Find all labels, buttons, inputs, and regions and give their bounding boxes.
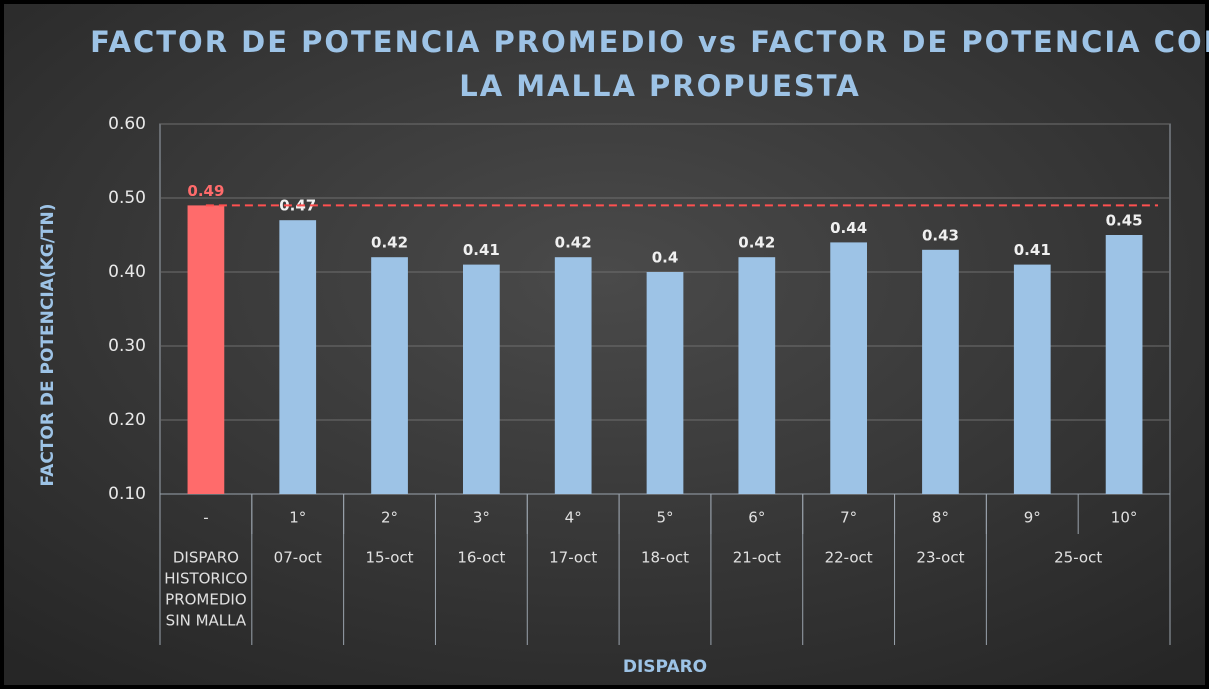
bar	[279, 220, 317, 494]
bar	[371, 257, 408, 494]
x-tick-label: 6°	[748, 509, 765, 527]
bar	[554, 257, 592, 494]
value-label: 0.41	[1014, 241, 1051, 259]
bar	[830, 242, 867, 494]
group-label: DISPARO	[173, 549, 239, 567]
value-label: 0.49	[187, 182, 224, 200]
value-label: 0.42	[371, 234, 408, 252]
bar	[1013, 264, 1051, 494]
x-tick-label: -	[203, 509, 208, 527]
chart-title: FACTOR DE POTENCIA PROMEDIO vs FACTOR DE…	[90, 25, 1209, 59]
y-tick-label: 0.50	[108, 188, 146, 208]
group-label: HISTORICO	[164, 570, 247, 588]
y-axis-title: FACTOR DE POTENCIA(KG/TN)	[38, 204, 58, 487]
bar	[922, 249, 959, 494]
value-label: 0.41	[463, 241, 500, 259]
group-label: PROMEDIO	[165, 591, 246, 609]
group-label: 17-oct	[549, 549, 597, 567]
y-tick-label: 0.20	[108, 410, 146, 430]
x-tick-label: 3°	[473, 509, 490, 527]
x-tick-label: 4°	[565, 509, 582, 527]
value-label: 0.44	[830, 219, 867, 237]
x-tick-label: 9°	[1024, 509, 1041, 527]
bar	[187, 205, 225, 494]
group-label: 18-oct	[641, 549, 689, 567]
bar	[463, 264, 500, 494]
group-label: 21-oct	[733, 549, 781, 567]
value-label: 0.43	[922, 226, 959, 244]
x-tick-label: 7°	[840, 509, 857, 527]
bar	[1105, 235, 1143, 494]
value-label: 0.45	[1106, 212, 1143, 230]
y-tick-label: 0.40	[108, 262, 146, 282]
value-label: 0.42	[555, 234, 592, 252]
group-label: 15-oct	[365, 549, 413, 567]
y-tick-label: 0.30	[108, 336, 146, 356]
x-tick-label: 8°	[932, 509, 949, 527]
group-label: 16-oct	[457, 549, 505, 567]
y-tick-label: 0.60	[108, 114, 146, 134]
group-label: 23-oct	[916, 549, 964, 567]
x-axis-title: DISPARO	[623, 657, 707, 677]
x-tick-label: 2°	[381, 509, 398, 527]
group-label: SIN MALLA	[166, 612, 247, 630]
value-label: 0.42	[738, 234, 775, 252]
y-tick-label: 0.10	[108, 484, 146, 504]
group-label: 07-oct	[274, 549, 322, 567]
value-label: 0.4	[652, 249, 679, 267]
group-label: 22-oct	[825, 549, 873, 567]
group-label: 25-oct	[1054, 549, 1102, 567]
x-tick-label: 5°	[656, 509, 673, 527]
x-tick-label: 1°	[289, 509, 306, 527]
x-tick-label: 10°	[1111, 509, 1138, 527]
bar	[738, 257, 776, 494]
bar	[646, 272, 684, 494]
chart-title: LA MALLA PROPUESTA	[459, 69, 861, 103]
